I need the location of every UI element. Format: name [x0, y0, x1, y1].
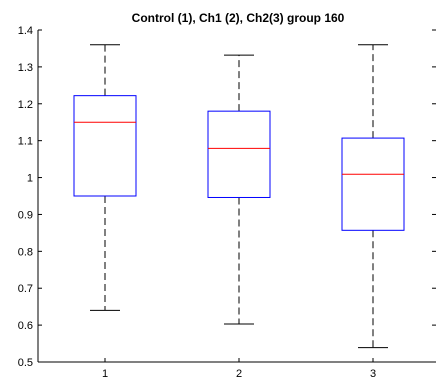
y-tick-label: 1 [27, 173, 33, 185]
plot-area: 0.5 0.6 0.7 0.8 0.9 1 1.1 1.2 1.3 1.4 1 2 3 [18, 25, 436, 378]
x-tick-label: 2 [236, 368, 242, 378]
chart-title: Control (1), Ch1 (2), Ch2(3) group 160 [132, 11, 345, 25]
box-2 [207, 110, 271, 198]
y-tick-label: 1.4 [18, 25, 33, 37]
y-tick-label: 0.7 [18, 283, 33, 295]
y-tick-label: 1.3 [18, 62, 33, 74]
y-tick-label: 1.2 [18, 99, 33, 111]
box-1 [73, 95, 137, 197]
y-tick-label: 0.6 [18, 320, 33, 332]
y-tick-label: 0.5 [18, 357, 33, 369]
y-tick-label: 0.9 [18, 209, 33, 221]
y-tick-label: 1.1 [18, 136, 33, 148]
box-3 [341, 137, 405, 231]
y-tick-label: 0.8 [18, 246, 33, 258]
x-tick-label: 1 [102, 368, 108, 378]
x-tick-label: 3 [370, 368, 376, 378]
